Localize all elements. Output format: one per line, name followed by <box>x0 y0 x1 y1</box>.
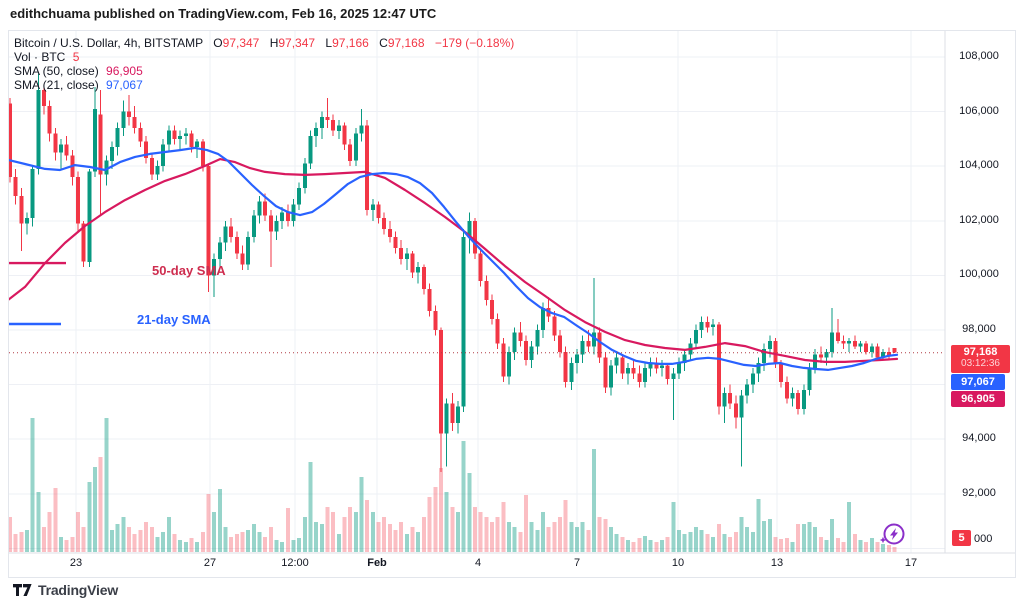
grid-vertical <box>75 31 912 553</box>
boost-lightning-icon[interactable] <box>879 523 905 545</box>
sma50-price-badge: 96,905 <box>951 391 1005 407</box>
time-tick-label: 13 <box>770 557 784 569</box>
publisher-line: edithchuama published on TradingView.com… <box>10 6 437 21</box>
symbol-title[interactable]: Bitcoin / U.S. Dollar, 4h, BITSTAMP <box>14 36 203 50</box>
low-label: L <box>325 36 333 50</box>
price-chart-canvas[interactable] <box>9 31 1015 577</box>
grid-horizontal <box>9 56 945 549</box>
price-tick-label: 94,000 <box>962 432 996 445</box>
tradingview-logo[interactable]: TradingView <box>13 582 118 598</box>
price-tick-label: 98,000 <box>962 323 996 335</box>
time-tick-label: 23 <box>69 557 83 569</box>
sma50-value: 96,905 <box>106 64 143 78</box>
time-tick-label: 27 <box>203 557 217 569</box>
price-tick-label: 106,000 <box>959 104 999 117</box>
change-value: −179 (−0.18%) <box>434 36 515 50</box>
volume-bars <box>9 418 897 552</box>
price-tick-label: 104,000 <box>959 159 999 172</box>
close-value: 97,168 <box>387 36 425 50</box>
tradingview-logo-icon <box>13 584 32 596</box>
open-label: O <box>213 36 223 50</box>
time-tick-label: 10 <box>671 557 685 569</box>
sma21-annotation-label[interactable]: 21-day SMA <box>137 312 211 327</box>
price-tick-label: 100,000 <box>959 268 999 281</box>
last-price-value: 97,168 <box>963 346 998 358</box>
time-tick-label: Feb <box>367 557 387 569</box>
sma50-line <box>9 158 899 363</box>
high-label: H <box>269 36 279 50</box>
price-tick-label: 92,000 <box>962 486 996 499</box>
axis-separators <box>9 31 1015 554</box>
low-value: 97,166 <box>332 36 369 50</box>
sma21-line <box>9 146 899 371</box>
volume-last-badge: 5 <box>952 530 971 546</box>
sma50-annotation-label[interactable]: 50-day SMA <box>152 263 226 278</box>
tradingview-logo-text: TradingView <box>38 582 119 598</box>
sma50-row: SMA (50, close) 96,905 <box>14 64 514 78</box>
sma21-label[interactable]: SMA (21, close) <box>14 78 99 92</box>
price-tick-label: 108,000 <box>959 50 999 62</box>
sma21-value: 97,067 <box>106 78 143 92</box>
volume-value: 5 <box>72 50 80 64</box>
sma50-label[interactable]: SMA (50, close) <box>14 64 99 78</box>
sma21-row: SMA (21, close) 97,067 <box>14 78 514 92</box>
volume-label[interactable]: Vol · BTC <box>14 50 66 64</box>
price-tick-partial-90000: 000 <box>974 533 993 545</box>
volume-row: Vol · BTC 5 <box>14 50 514 64</box>
sma21-price-badge: 97,067 <box>951 374 1005 390</box>
price-tick-label: 102,000 <box>959 213 999 226</box>
time-tick-label: 12:00 <box>281 557 309 569</box>
chart-frame <box>8 30 1016 578</box>
time-tick-label: 4 <box>474 557 482 569</box>
time-tick-label: 17 <box>904 557 918 569</box>
open-value: 97,347 <box>222 36 260 50</box>
time-tick-label: 7 <box>573 557 581 569</box>
high-value: 97,347 <box>278 36 316 50</box>
close-label: C <box>379 36 388 50</box>
chart-legend: Bitcoin / U.S. Dollar, 4h, BITSTAMP O97,… <box>14 36 514 92</box>
candlestick-series <box>9 73 897 472</box>
symbol-row: Bitcoin / U.S. Dollar, 4h, BITSTAMP O97,… <box>14 36 514 50</box>
last-price-badge[interactable]: 97,168 03:12:36 <box>951 345 1010 373</box>
bar-countdown: 03:12:36 <box>961 358 1000 369</box>
